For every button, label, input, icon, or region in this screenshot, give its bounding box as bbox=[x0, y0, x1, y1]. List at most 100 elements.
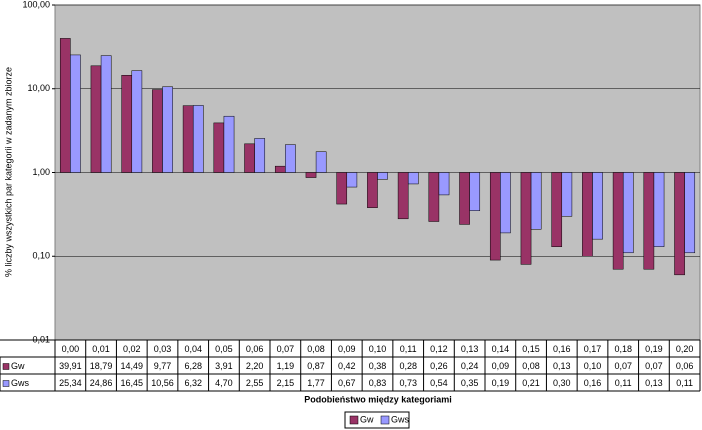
bar bbox=[643, 172, 655, 270]
value-label: 39,91 bbox=[59, 361, 82, 371]
category-label: 0,18 bbox=[614, 344, 632, 354]
category-label: 0,11 bbox=[400, 344, 417, 354]
bar bbox=[213, 122, 225, 173]
bar bbox=[674, 172, 685, 276]
bar bbox=[336, 172, 348, 205]
category-label: 0,06 bbox=[246, 344, 264, 354]
value-label: 0,07 bbox=[645, 361, 663, 371]
value-label: 24,86 bbox=[90, 378, 113, 388]
table-key bbox=[2, 380, 10, 387]
legend-label: Gw bbox=[360, 414, 374, 424]
series-label: Gw bbox=[11, 361, 25, 371]
value-label: 0,10 bbox=[584, 361, 602, 371]
bar bbox=[520, 172, 532, 265]
value-label: 1,77 bbox=[307, 378, 325, 388]
category-label: 0,01 bbox=[92, 344, 110, 354]
bar bbox=[305, 172, 317, 178]
bar bbox=[254, 138, 266, 173]
value-label: 10,56 bbox=[151, 378, 174, 388]
bar bbox=[684, 172, 696, 254]
value-label: 0,19 bbox=[492, 378, 510, 388]
category-label: 0,08 bbox=[307, 344, 325, 354]
value-label: 2,15 bbox=[277, 378, 295, 388]
table-key bbox=[2, 363, 10, 370]
x-axis-title: Podobieństwo między kategoriami bbox=[304, 394, 452, 404]
value-label: 0,06 bbox=[676, 361, 694, 371]
bar bbox=[182, 105, 194, 173]
value-label: 0,30 bbox=[553, 378, 571, 388]
value-label: 18,79 bbox=[90, 361, 113, 371]
bar bbox=[469, 172, 481, 211]
value-label: 6,28 bbox=[184, 361, 202, 371]
bar bbox=[59, 38, 71, 173]
bar bbox=[500, 172, 511, 234]
bar bbox=[428, 172, 440, 222]
bar bbox=[367, 172, 378, 208]
category-label: 0,20 bbox=[676, 344, 694, 354]
value-label: 0,24 bbox=[461, 361, 479, 371]
value-label: 0,11 bbox=[676, 378, 693, 388]
value-label: 0,35 bbox=[461, 378, 479, 388]
bar bbox=[121, 75, 133, 173]
value-label: 0,13 bbox=[645, 378, 663, 388]
category-label: 0,05 bbox=[215, 344, 233, 354]
value-label: 2,20 bbox=[246, 361, 264, 371]
value-label: 2,55 bbox=[246, 378, 264, 388]
bar bbox=[653, 172, 665, 247]
bar bbox=[100, 55, 112, 173]
category-label: 0,07 bbox=[277, 344, 295, 354]
category-label: 0,10 bbox=[369, 344, 387, 354]
value-label: 3,91 bbox=[215, 361, 233, 371]
series-label: Gws bbox=[11, 378, 30, 388]
bar bbox=[285, 144, 296, 173]
category-label: 0,15 bbox=[522, 344, 540, 354]
value-label: 0,21 bbox=[522, 378, 540, 388]
value-label: 0,09 bbox=[492, 361, 510, 371]
value-label: 0,67 bbox=[338, 378, 356, 388]
value-label: 0,87 bbox=[307, 361, 325, 371]
bar bbox=[274, 165, 286, 173]
value-label: 0,28 bbox=[399, 361, 417, 371]
legend-label: Gws bbox=[391, 414, 410, 424]
category-label: 0,09 bbox=[338, 344, 356, 354]
bar bbox=[131, 70, 143, 173]
value-label: 0,13 bbox=[553, 361, 571, 371]
value-label: 0,54 bbox=[430, 378, 448, 388]
bar bbox=[407, 172, 419, 185]
category-label: 0,03 bbox=[154, 344, 172, 354]
y-axis-title: % liczby wszystkich par kategorii w zada… bbox=[3, 67, 13, 277]
bar bbox=[90, 65, 102, 173]
category-label: 0,12 bbox=[430, 344, 448, 354]
category-label: 0,02 bbox=[123, 344, 141, 354]
bar bbox=[152, 89, 163, 173]
legend-key bbox=[380, 415, 390, 425]
value-label: 1,19 bbox=[277, 361, 295, 371]
category-label: 0,16 bbox=[553, 344, 571, 354]
bar bbox=[315, 151, 327, 173]
category-label: 0,19 bbox=[645, 344, 663, 354]
value-label: 6,32 bbox=[184, 378, 202, 388]
y-tick-label: 0,01 bbox=[32, 334, 50, 344]
value-label: 0,26 bbox=[430, 361, 448, 371]
value-label: 0,42 bbox=[338, 361, 356, 371]
value-label: 0,38 bbox=[369, 361, 387, 371]
legend-key bbox=[349, 415, 359, 425]
bar bbox=[438, 172, 450, 196]
bar bbox=[612, 172, 624, 270]
value-label: 0,11 bbox=[615, 378, 632, 388]
legend-box bbox=[344, 411, 410, 429]
value-label: 0,08 bbox=[522, 361, 540, 371]
y-tick-label: 10,00 bbox=[27, 83, 50, 93]
y-tick-label: 0,10 bbox=[32, 251, 50, 261]
bar bbox=[162, 86, 173, 173]
bar bbox=[459, 172, 470, 225]
bar bbox=[582, 172, 593, 257]
category-label: 0,04 bbox=[184, 344, 202, 354]
value-label: 9,77 bbox=[154, 361, 172, 371]
bar bbox=[489, 172, 501, 261]
y-tick-label: 100,00 bbox=[22, 0, 50, 9]
bar bbox=[223, 115, 235, 173]
value-label: 0,83 bbox=[369, 378, 387, 388]
y-tick-label: 1,00 bbox=[32, 167, 50, 177]
bar bbox=[551, 172, 563, 247]
